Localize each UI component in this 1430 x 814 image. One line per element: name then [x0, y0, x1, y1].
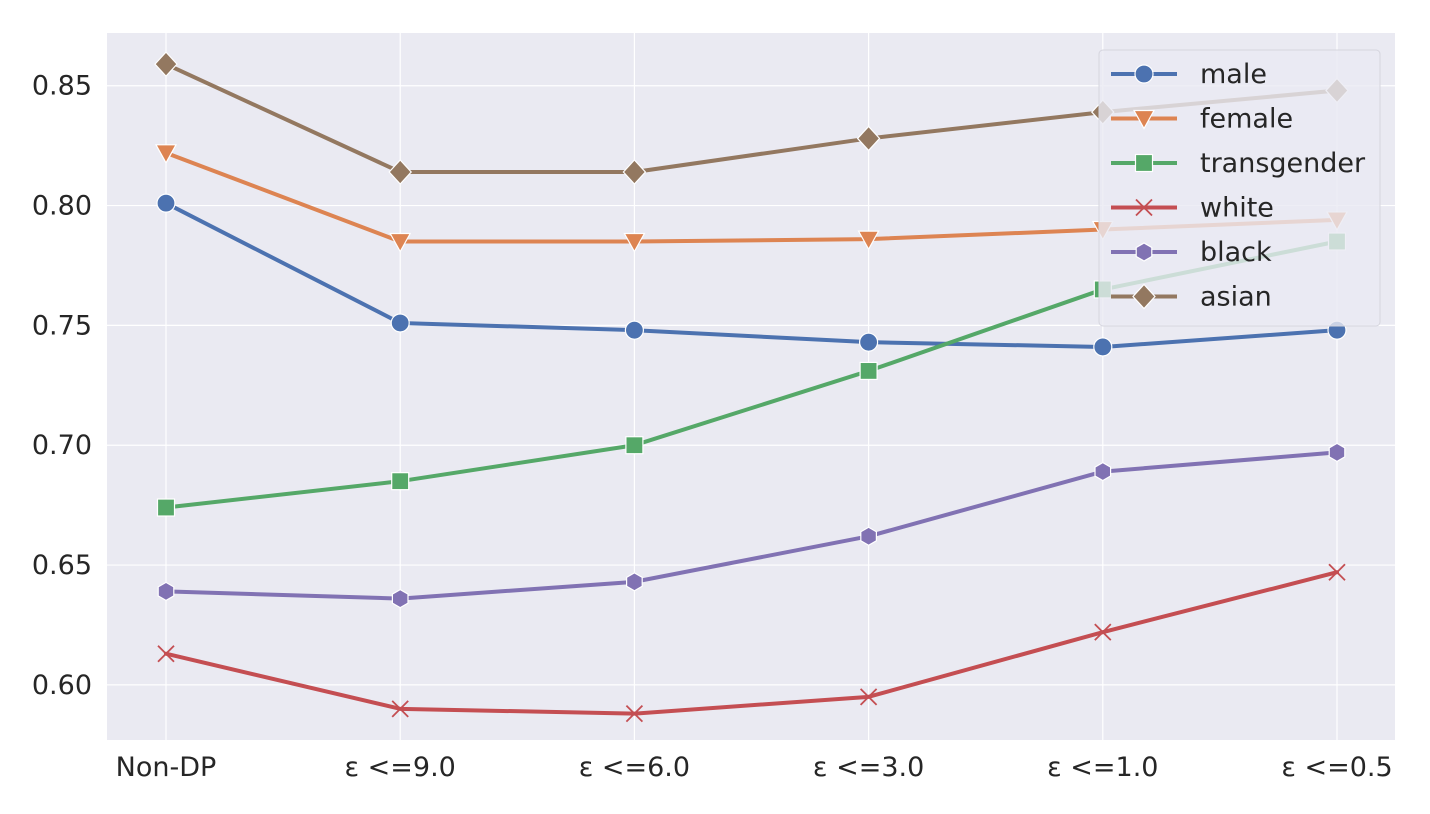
data-point-asian — [856, 125, 881, 152]
grid-lines — [107, 33, 1395, 740]
data-point-black — [860, 526, 877, 546]
data-point-white — [1094, 623, 1112, 641]
legend-label-black: black — [1200, 237, 1272, 268]
legend-label-transgender: transgender — [1200, 148, 1366, 179]
legend-marker-white — [1135, 198, 1153, 217]
y-tick-label: 0.85 — [32, 71, 92, 102]
data-point-black — [391, 588, 409, 609]
legend-marker-black — [1135, 242, 1153, 262]
data-point-white — [1328, 563, 1346, 581]
legend-marker-transgender — [1134, 153, 1154, 173]
data-point-male — [624, 320, 645, 340]
data-point-male — [858, 332, 879, 352]
legend-marker-female — [1132, 109, 1156, 130]
data-point-white — [157, 645, 175, 663]
x-axis-tick-labels: Non-DP ε <=9.0 ε <=6.0 ε <=3.0 ε <=1.0 ε <=0.… — [116, 752, 1393, 783]
data-point-transgender — [859, 361, 878, 381]
data-point-black — [157, 581, 175, 602]
legend-marker-asian — [1132, 283, 1156, 310]
y-tick-label: 0.65 — [32, 550, 92, 581]
data-point-transgender — [156, 498, 176, 517]
data-point-white — [625, 705, 644, 723]
series-markers — [154, 51, 1349, 723]
data-point-asian — [154, 51, 178, 78]
legend: male female transgender white black asian — [1098, 49, 1381, 327]
series-line-male — [164, 201, 1339, 349]
x-tick-label: ε <=9.0 — [345, 752, 456, 783]
data-point-asian — [622, 159, 647, 185]
data-point-male — [1093, 337, 1113, 357]
x-tick-label: ε <=1.0 — [1047, 752, 1158, 783]
y-tick-label: 0.70 — [32, 430, 92, 461]
legend-label-male: male — [1200, 59, 1267, 90]
data-point-transgender — [625, 436, 644, 455]
series-line-black — [164, 450, 1339, 601]
x-tick-label: ε <=0.5 — [1281, 752, 1392, 783]
legend-marker-male — [1134, 64, 1154, 84]
y-axis-tick-labels: 0.60 0.65 0.70 0.75 0.80 0.85 — [32, 71, 92, 701]
data-point-black — [1094, 461, 1112, 482]
x-tick-label: ε <=6.0 — [579, 752, 690, 783]
legend-label-white: white — [1200, 193, 1274, 224]
legend-label-asian: asian — [1200, 282, 1272, 313]
data-point-asian — [388, 159, 413, 185]
y-tick-label: 0.80 — [32, 191, 92, 222]
data-point-white — [391, 700, 409, 718]
data-point-black — [626, 572, 643, 592]
legend-label-female: female — [1200, 104, 1293, 135]
y-tick-label: 0.60 — [32, 670, 92, 701]
data-point-black — [1328, 442, 1346, 463]
y-tick-label: 0.75 — [32, 310, 92, 341]
data-point-female — [623, 232, 646, 253]
data-point-female — [154, 144, 178, 165]
data-point-white — [859, 688, 878, 706]
series-lines — [164, 62, 1339, 716]
x-tick-label: Non-DP — [116, 752, 217, 783]
x-tick-label: ε <=3.0 — [813, 752, 924, 783]
data-point-female — [389, 232, 412, 253]
data-point-female — [857, 230, 880, 251]
data-point-transgender — [391, 472, 410, 491]
data-point-male — [390, 313, 410, 333]
data-point-male — [156, 193, 176, 213]
series-line-white — [164, 570, 1339, 716]
